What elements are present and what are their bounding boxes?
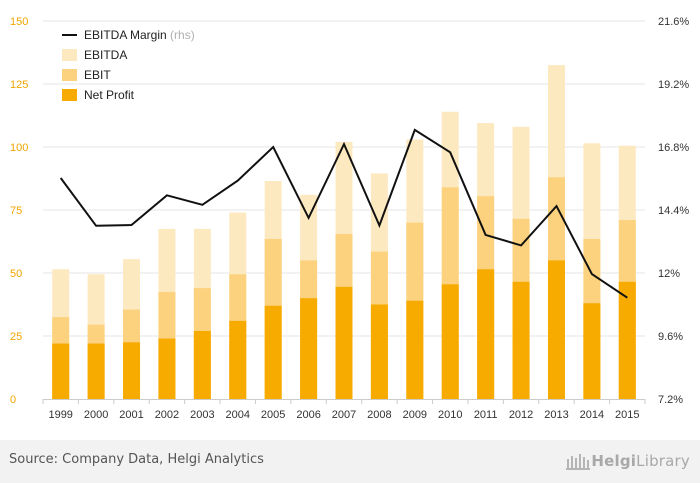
legend-label-net-profit: Net Profit <box>84 88 135 102</box>
y-left-tick-label: 125 <box>10 79 28 91</box>
bar-net-profit <box>583 303 601 399</box>
bar-net-profit <box>229 320 247 399</box>
x-tick-label: 2000 <box>84 409 108 421</box>
bar-net-profit <box>618 281 636 399</box>
x-tick-label: 2011 <box>474 409 498 421</box>
bar-net-profit <box>52 343 70 399</box>
bar-net-profit <box>441 284 459 399</box>
y-right-tick-label: 16.8% <box>658 142 689 154</box>
footer: Source: Company Data, Helgi Analytics He… <box>0 440 700 483</box>
legend-label-ebit: EBIT <box>84 68 111 82</box>
x-tick-label: 1999 <box>48 409 72 421</box>
y-left-tick-label: 150 <box>10 16 28 28</box>
bar-net-profit <box>335 286 353 399</box>
x-tick-label: 2002 <box>155 409 179 421</box>
bar-net-profit <box>300 298 318 399</box>
x-tick-label: 2005 <box>261 409 285 421</box>
bar-net-profit <box>547 260 565 399</box>
bar-net-profit <box>264 305 282 399</box>
legend-label-ebitda-margin: EBITDA Margin (rhs) <box>84 28 195 42</box>
y-left-tick-label: 100 <box>10 142 28 154</box>
legend-swatch-net-profit <box>62 89 77 101</box>
x-tick-label: 2012 <box>509 409 533 421</box>
y-right-tick-label: 7.2% <box>658 394 683 406</box>
bar-net-profit <box>512 281 530 399</box>
chart-svg: 0 7.2% 25 9.6% 50 12% 75 14.4% 100 16.8% 125 19.2% 1… <box>10 16 689 421</box>
line-ebitda-margin <box>59 128 628 299</box>
chart-area: 0 7.2% 25 9.6% 50 12% 75 14.4% 100 16.8% 125 19.2% 1… <box>10 16 689 421</box>
legend-rhs-note: (rhs) <box>167 28 195 42</box>
legend-label-ebitda: EBITDA <box>84 48 127 62</box>
bar-net-profit <box>406 300 424 399</box>
y-left-tick-label: 25 <box>10 331 22 343</box>
bar-net-profit <box>158 338 176 399</box>
y-right-tick-label: 21.6% <box>658 16 689 28</box>
x-tick-label: 2001 <box>119 409 143 421</box>
logo-text-light: Library <box>636 452 690 470</box>
x-tick-label: 2004 <box>226 409 250 421</box>
x-tick-label: 2010 <box>438 409 462 421</box>
helgi-library-logo[interactable]: HelgiLibrary <box>565 449 690 473</box>
logo-text-bold: Helgi <box>591 452 637 470</box>
bar-net-profit <box>123 342 141 399</box>
x-tick-label: 2003 <box>190 409 214 421</box>
x-tick-label: 2013 <box>544 409 568 421</box>
x-tick-label: 2015 <box>615 409 639 421</box>
legend-swatch-ebit <box>62 69 77 81</box>
y-right-tick-label: 19.2% <box>658 79 689 91</box>
x-tick-label: 2007 <box>332 409 356 421</box>
bar-net-profit <box>87 343 105 399</box>
y-right-tick-label: 14.4% <box>658 205 689 217</box>
y-left-tick-label: 75 <box>10 205 22 217</box>
x-tick-label: 2006 <box>296 409 320 421</box>
legend-swatch-ebitda <box>62 49 77 61</box>
source-note: Source: Company Data, Helgi Analytics <box>9 452 264 467</box>
bar-net-profit <box>477 269 495 399</box>
y-right-tick-label: 12% <box>658 268 680 280</box>
x-tick-label: 2009 <box>403 409 427 421</box>
x-tick-label: 2014 <box>580 409 604 421</box>
y-left-tick-label: 50 <box>10 268 22 280</box>
logo-text: HelgiLibrary <box>591 452 690 470</box>
bar-net-profit <box>370 304 388 399</box>
y-right-tick-label: 9.6% <box>658 331 683 343</box>
bar-net-profit <box>193 330 211 399</box>
y-left-tick-label: 0 <box>10 394 16 406</box>
library-building-icon <box>566 454 591 470</box>
x-tick-label: 2008 <box>367 409 391 421</box>
